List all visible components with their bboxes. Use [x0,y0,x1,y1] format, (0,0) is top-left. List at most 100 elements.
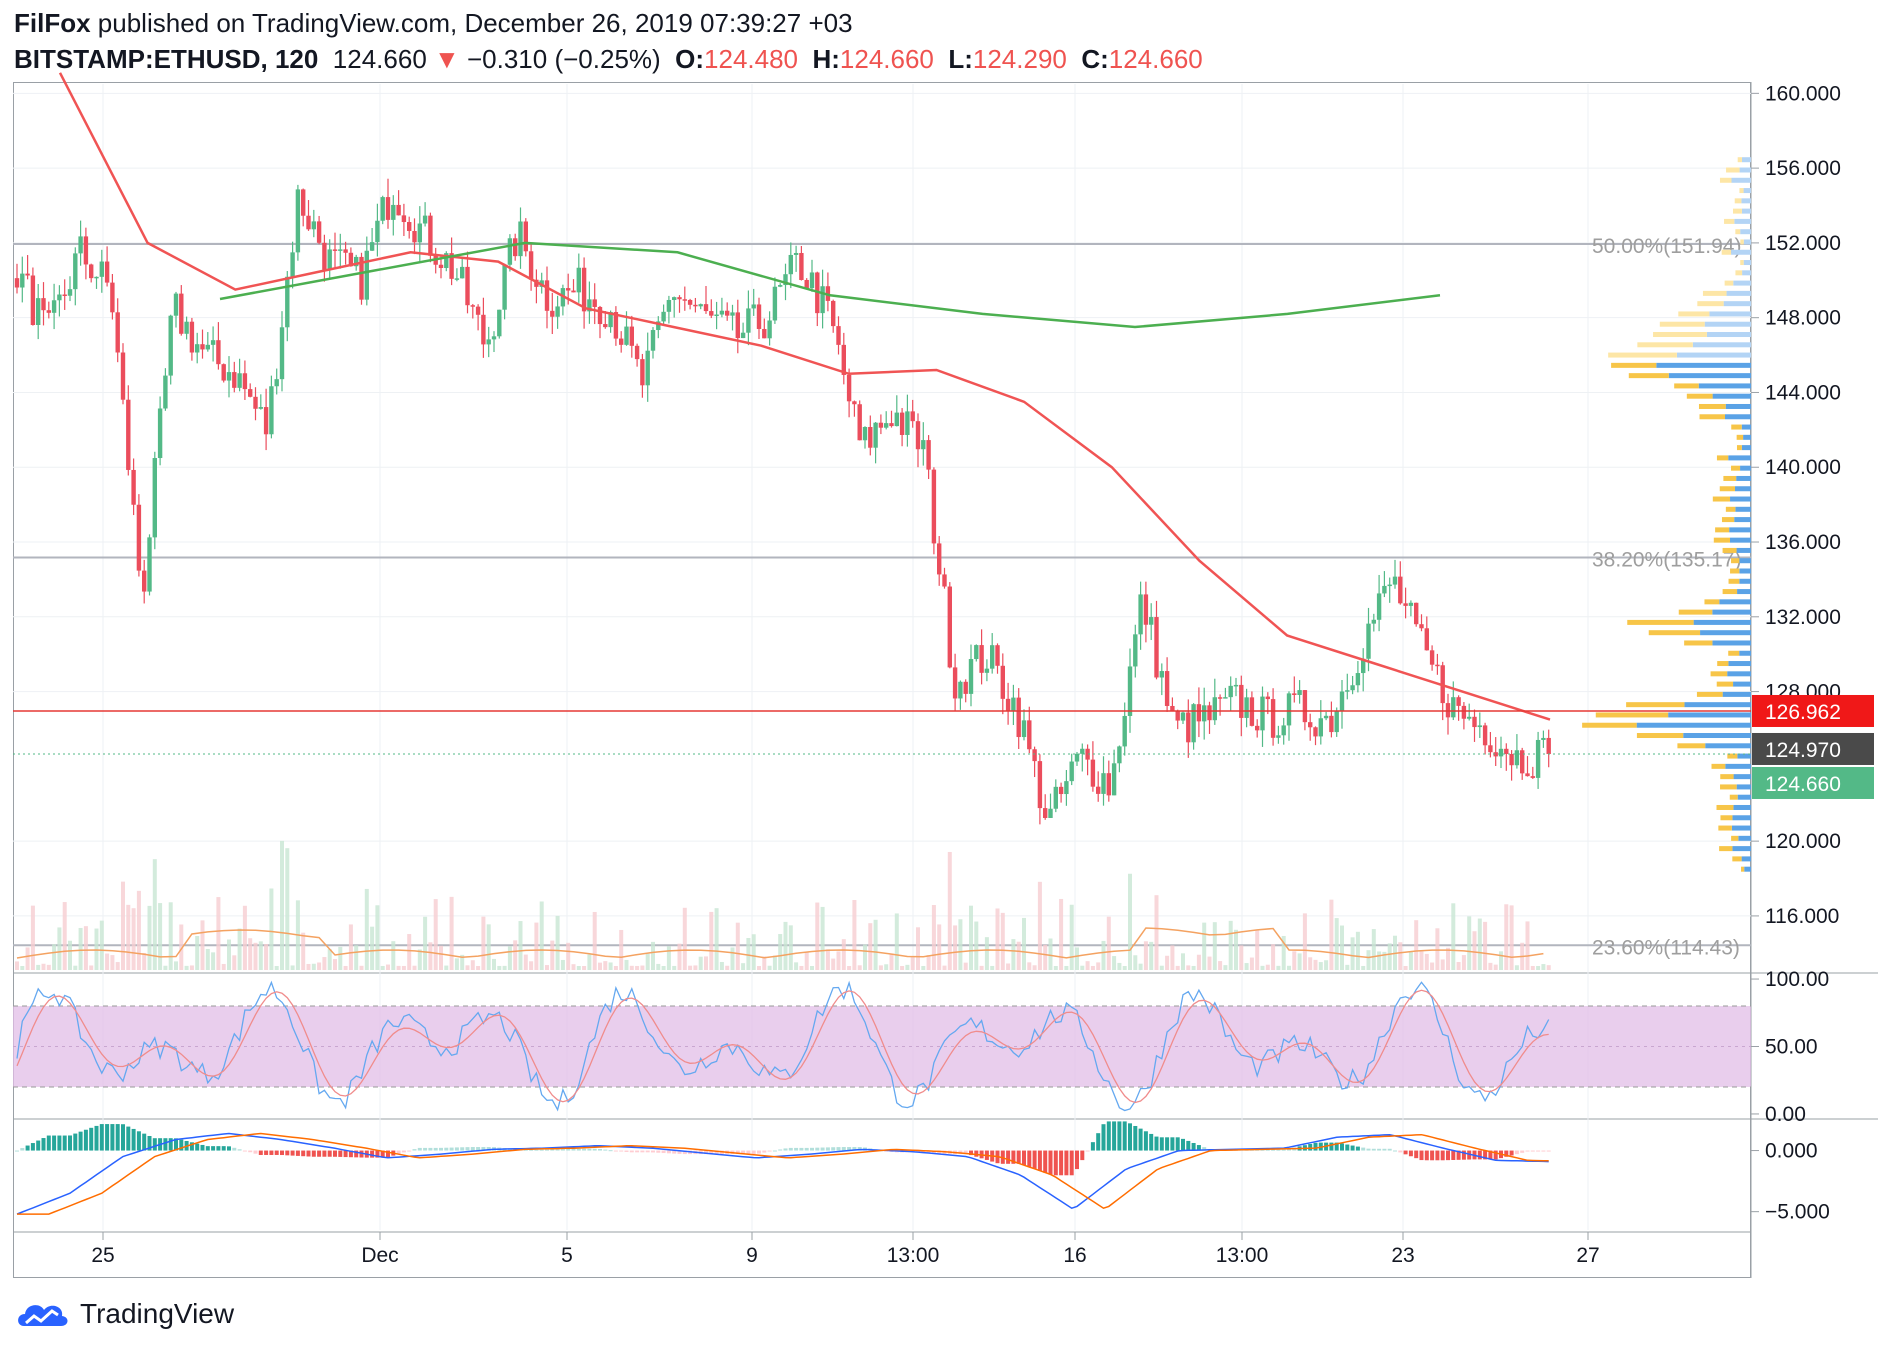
volume-profile-bar [1710,671,1728,677]
candle-body [1016,697,1021,738]
volume-profile-bar [1678,311,1710,317]
candle-body [1202,705,1207,722]
macd-histogram-bar [624,1150,629,1152]
volume-bar [1106,916,1111,970]
candle-body [73,253,78,290]
volume-bar [391,941,396,970]
macd-histogram-bar [1382,1148,1387,1151]
volume-bar [89,965,94,970]
volume-profile-bar [1740,229,1751,235]
volume-profile-bar [1740,239,1744,245]
candle-body [407,222,412,231]
candle-body [619,338,624,345]
volume-bar [1493,964,1498,970]
candle-body [1111,763,1117,796]
volume-profile-bar [1717,661,1729,667]
volume-bar [105,953,110,970]
candle-body [306,215,311,230]
volume-bar [958,919,963,970]
volume-profile-bar [1720,815,1733,821]
candle-body [1122,715,1127,747]
open-label: O: [675,44,705,74]
volume-profile-bar [1727,671,1751,677]
volume-bar [359,965,364,970]
price-tag [1752,766,1874,799]
candle-body [332,249,338,251]
candle-body [454,278,460,280]
volume-bar [677,943,682,970]
candle-body [740,332,746,339]
candle-body [152,458,157,538]
volume-bar [142,952,147,970]
macd-histogram-bar [433,1147,438,1151]
volume-bar [931,905,936,970]
volume-profile-bar [1743,260,1751,266]
candle-body [1525,773,1530,777]
stochastic-tick-label: 100.00 [1765,968,1829,991]
volume-profile-bar [1716,455,1729,461]
volume-bar [1101,940,1106,970]
volume-bar [576,965,581,970]
volume-bar [1133,955,1138,970]
macd-histogram-bar [523,1149,528,1151]
volume-bar [1504,904,1509,970]
volume-bar [370,926,375,970]
volume-profile-bar [1637,342,1693,348]
price-tag-label: 126.962 [1765,701,1841,724]
candle-body [200,344,205,350]
macd-histogram-bar [640,1150,645,1153]
volume-bar [1218,961,1223,970]
macd-histogram-bar [126,1126,131,1151]
volume-profile-bar [1722,589,1738,595]
volume-profile-bar [1734,218,1751,224]
candle-body [502,264,507,310]
volume-bar [1371,929,1376,970]
candle-body [1170,705,1175,711]
volume-profile-bar [1743,239,1751,245]
author-name[interactable]: FilFox [14,8,91,38]
macd-histogram-bar [1265,1149,1270,1151]
macd-histogram-bar [1509,1150,1514,1156]
volume-profile-bar [1683,733,1751,739]
candle-body [1382,585,1387,594]
macd-histogram-bar [656,1150,661,1153]
volume-bar [582,965,587,970]
candle-body [195,344,200,353]
volume-profile-bar [1713,537,1731,543]
macd-histogram-bar [613,1150,618,1152]
macd-histogram-bar [629,1150,634,1153]
volume-bar [746,938,751,970]
candle-body [1361,658,1366,674]
candle-body [136,504,142,571]
candle-body [78,236,83,254]
volume-bar [937,924,942,970]
price-tag-label: 124.970 [1765,739,1841,762]
volume-profile-bar [1720,774,1734,780]
candle-body [640,359,645,386]
candle-body [62,294,67,297]
volume-bar [857,965,862,970]
volume-profile [1582,157,1751,872]
volume-bar [470,960,475,970]
volume-profile-bar [1731,825,1751,831]
candle-body [767,320,772,339]
volume-bar [274,965,279,970]
candle-body [375,220,380,243]
macd-tick-label: −5.000 [1765,1201,1830,1224]
volume-profile-bar [1648,630,1701,636]
x-tick-label: 25 [91,1244,114,1267]
volume-bar [847,965,852,970]
candle-body [852,401,857,405]
candle-body [1302,690,1308,723]
volume-profile-bar [1728,650,1740,656]
macd-histogram-bar [820,1147,825,1151]
tradingview-brand[interactable]: TradingView [14,1296,234,1332]
candle-body [703,304,709,312]
volume-bar [1408,951,1413,970]
macd-histogram-bar [1117,1121,1122,1151]
macd-histogram-bar [486,1147,491,1151]
macd-histogram-bar [1377,1148,1382,1151]
volume-bar [645,953,650,970]
macd-histogram-bar [1536,1150,1541,1152]
